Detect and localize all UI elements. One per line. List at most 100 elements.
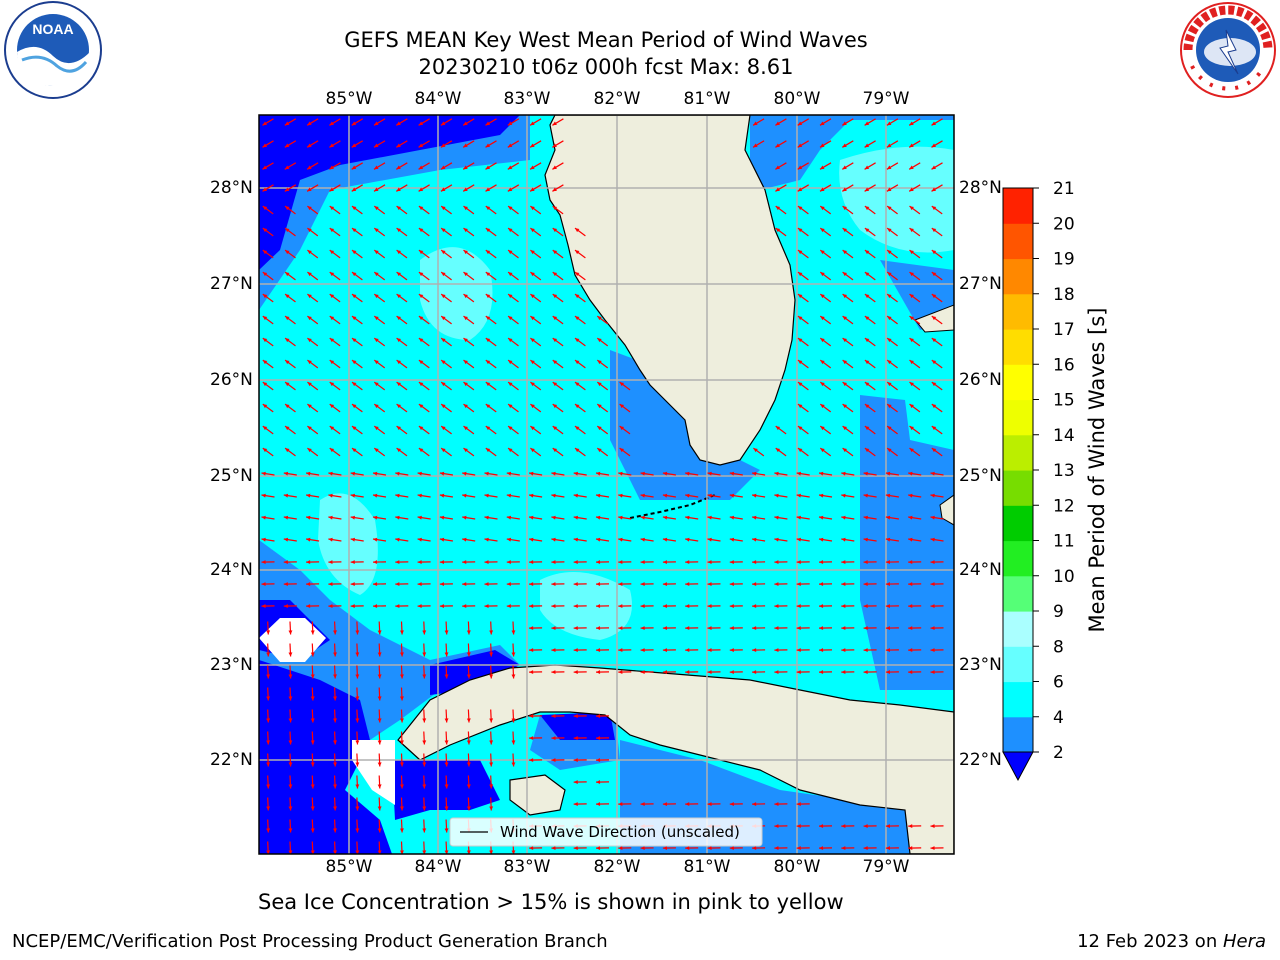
wind-wave-arrowhead [864,250,870,255]
wind-wave-arrowhead [887,426,892,431]
wind-wave-arrowhead [466,740,471,745]
wind-wave-arrowhead [798,228,803,233]
wind-wave-arrowhead [908,560,913,564]
wind-wave-arrowhead [908,493,913,498]
wind-wave-arrowhead [597,338,602,343]
wind-wave-arrowhead [463,404,468,409]
colorbar-segment [1003,505,1033,542]
wind-wave-arrowhead [508,426,513,431]
wind-wave-arrowhead [597,382,602,387]
colorbar-segment [1003,716,1033,753]
wind-wave-arrowhead [596,780,601,784]
wind-wave-arrowhead [262,316,268,321]
wind-wave-arrowhead [463,187,468,192]
wind-wave-arrowhead [400,762,404,767]
wind-wave-arrowhead [288,696,293,701]
wind-wave-arrowhead [462,515,467,520]
wind-wave-arrowhead [489,740,494,745]
wind-wave-arrowhead [310,828,315,833]
lat-label-right: 23°N [959,655,1002,675]
wind-wave-arrowhead [374,338,379,343]
wind-wave-arrowhead [796,846,801,850]
wind-wave-arrowhead [529,537,534,542]
wind-wave-arrowhead [530,143,535,148]
wind-wave-arrowhead [266,806,271,811]
wind-wave-arrowhead [262,228,268,233]
wind-wave-arrowhead [422,674,427,679]
wind-wave-arrowhead [841,582,846,586]
wind-wave-arrowhead [489,784,494,789]
wind-wave-arrowhead [530,121,535,126]
wind-wave-arrowhead [329,426,335,431]
wind-wave-arrowhead [596,758,601,762]
wind-wave-arrowhead [374,448,379,453]
contour-below-2 [259,115,520,270]
wind-wave-arrowhead [685,515,690,520]
wind-wave-arrowhead [931,360,937,365]
wind-wave-arrowhead [573,582,578,586]
contour-6-8-patch [839,146,954,253]
wind-wave-arrowhead [753,143,758,148]
wind-wave-arrowhead [752,626,757,630]
wind-wave-arrowhead [396,382,401,387]
wind-wave-arrowhead [288,784,293,789]
wind-wave-arrowhead [439,515,445,520]
wind-wave-arrowhead [885,560,890,564]
wind-wave-arrowhead [266,828,271,833]
wind-wave-arrowhead [530,165,535,170]
wind-wave-arrowhead [530,228,535,233]
wind-wave-arrowhead [441,316,446,321]
wind-wave-arrowhead [463,228,468,233]
wind-wave-arrowhead [262,272,268,277]
wind-wave-arrowhead [485,426,491,431]
wind-wave-arrowhead [619,448,624,453]
wind-wave-arrowhead [441,294,446,299]
wind-wave-arrowhead [417,537,422,542]
wind-wave-arrowhead [552,272,558,277]
wind-wave-arrowhead [596,537,601,542]
wind-wave-arrowhead [573,648,578,652]
wind-wave-arrowhead [775,426,781,431]
wind-wave-arrowhead [506,493,512,498]
wind-wave-arrowhead [418,272,424,277]
wind-wave-arrowhead [377,652,382,657]
wind-wave-arrowhead [328,537,333,542]
wind-wave-arrowhead [444,828,449,833]
wind-wave-arrowhead [842,250,847,255]
wind-wave-arrowhead [575,272,580,277]
wind-wave-arrowhead [262,121,267,126]
wind-wave-arrowhead [618,537,623,542]
wind-wave-arrowhead [466,762,471,767]
map-frame [258,114,955,855]
lat-label-left: 24°N [210,560,253,580]
wind-wave-arrowhead [328,515,333,520]
wind-wave-arrowhead [484,582,489,586]
wind-wave-arrowhead [374,382,379,387]
wind-wave-arrowhead [530,404,535,409]
wind-wave-arrowhead [618,846,623,850]
wind-wave-arrowhead [374,143,379,148]
wind-wave-arrowhead [753,121,758,126]
wind-wave-arrowhead [774,648,779,652]
wind-wave-arrowhead [619,382,624,387]
wind-wave-arrowhead [841,648,846,652]
colorbar-segment [1003,434,1033,471]
wind-wave-arrowhead [422,784,427,789]
wind-wave-arrowhead [288,652,293,657]
wind-wave-arrowhead [729,560,734,564]
wind-wave-arrowhead [307,448,312,453]
wind-wave-arrowhead [374,121,379,126]
wind-wave-arrowhead [662,604,667,608]
wind-wave-arrowhead [797,187,803,192]
nws-logo [1180,2,1276,98]
wind-wave-arrowhead [377,718,382,723]
wind-wave-arrowhead [352,206,357,211]
wind-wave-arrowhead [284,187,290,192]
wind-wave-arrowhead [864,165,870,170]
wind-wave-arrowhead [908,626,913,630]
wind-wave-arrowhead [930,846,935,850]
wind-wave-arrowhead [819,604,824,608]
wind-wave-arrowhead [931,272,937,277]
wind-wave-arrowhead [886,143,892,148]
lon-label-bottom: 79°W [862,857,910,877]
